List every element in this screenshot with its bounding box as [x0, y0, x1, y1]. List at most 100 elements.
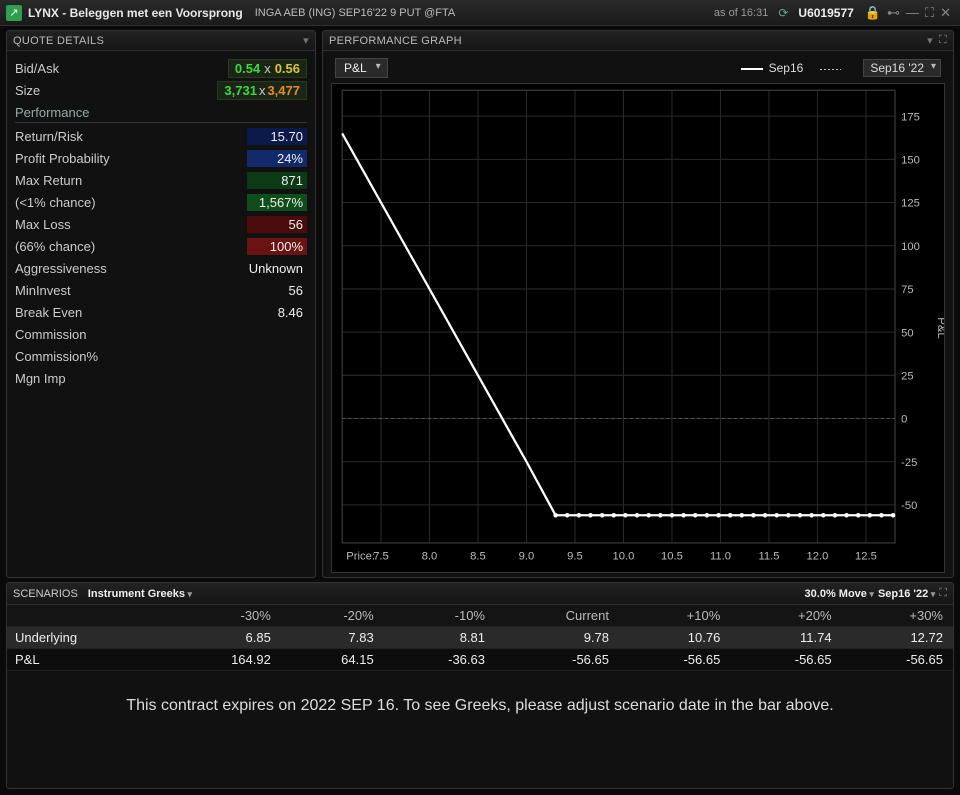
- perf-row-commission_pct: Commission%: [15, 345, 307, 367]
- perf-row-mgn: Mgn Imp: [15, 367, 307, 389]
- perf-row-return_risk: Return/Risk 15.70: [15, 125, 307, 147]
- perf-label: Commission: [15, 327, 125, 342]
- scenarios-date-dropdown[interactable]: Sep16 '22: [878, 588, 935, 600]
- perf-row-max_return_sub: (<1% chance) 1,567%: [15, 191, 307, 213]
- scenarios-col-header: [7, 605, 164, 627]
- performance-graph-header: PERFORMANCE GRAPH ▾ ⛶: [323, 31, 953, 51]
- cell-value: 6.85: [164, 627, 281, 649]
- cell-value: -56.65: [619, 649, 730, 671]
- cell-value: 164.92: [164, 649, 281, 671]
- cell-value: -56.65: [842, 649, 953, 671]
- svg-text:8.5: 8.5: [470, 550, 486, 562]
- cell-value: 11.74: [730, 627, 841, 649]
- perf-label: Return/Risk: [15, 129, 125, 144]
- panel-menu-icon[interactable]: ▾: [303, 34, 309, 47]
- quote-details-panel: QUOTE DETAILS ▾ Bid/Ask 0.54 x 0.56 Size…: [6, 30, 316, 578]
- svg-text:10.5: 10.5: [661, 550, 683, 562]
- size-bid: 3,731: [224, 83, 257, 98]
- row-label: Underlying: [7, 627, 164, 649]
- cell-value: 12.72: [842, 627, 953, 649]
- pnl-chart: 1751501251007550250-25-507.58.08.59.09.5…: [332, 84, 944, 572]
- svg-text:8.0: 8.0: [422, 550, 438, 562]
- refresh-icon[interactable]: ⟳: [778, 6, 788, 20]
- perf-row-aggr: AggressivenessUnknown: [15, 257, 307, 279]
- perf-label: Max Loss: [15, 217, 125, 232]
- svg-text:25: 25: [901, 370, 913, 382]
- perf-value: 1,567%: [247, 194, 307, 211]
- size-label: Size: [15, 83, 125, 98]
- cell-value: -56.65: [730, 649, 841, 671]
- perf-value: 871: [247, 172, 307, 189]
- ask-value: 0.56: [275, 61, 300, 76]
- bidask-sep: x: [262, 61, 273, 76]
- scenarios-col-header: -30%: [164, 605, 281, 627]
- svg-text:175: 175: [901, 111, 920, 123]
- scenarios-col-header: +10%: [619, 605, 730, 627]
- size-row: Size 3,731 x 3,477: [15, 79, 307, 101]
- perf-value: Unknown: [125, 261, 307, 276]
- cell-value: 7.83: [281, 627, 384, 649]
- svg-text:50: 50: [901, 327, 913, 339]
- perf-row-max_return: Max Return871: [15, 169, 307, 191]
- graph-controls: P&L Sep16 Sep16 '22: [331, 59, 945, 83]
- perf-row-profit_prob: Profit Probability 24%: [15, 147, 307, 169]
- svg-text:11.5: 11.5: [758, 550, 779, 562]
- bid-value: 0.54: [235, 61, 260, 76]
- legend-dotted: [819, 61, 847, 75]
- scenarios-table: -30%-20%-10%Current+10%+20%+30% Underlyi…: [7, 605, 953, 671]
- scenarios-mode-dropdown[interactable]: Instrument Greeks: [88, 588, 192, 600]
- maximize-icon[interactable]: ⛶: [925, 5, 934, 21]
- legend-date-dropdown[interactable]: Sep16 '22: [863, 59, 941, 77]
- size-ask: 3,477: [267, 83, 300, 98]
- perf-label: Profit Probability: [15, 151, 125, 166]
- cell-value: -36.63: [384, 649, 495, 671]
- graph-legend: Sep16 Sep16 '22: [741, 59, 941, 77]
- svg-text:125: 125: [901, 198, 920, 210]
- app-window: ↗ LYNX - Beleggen met een Voorsprong ING…: [0, 0, 960, 795]
- svg-text:Price:: Price:: [346, 550, 375, 562]
- cell-value: 9.78: [495, 627, 619, 649]
- scenarios-col-header: -10%: [384, 605, 495, 627]
- svg-text:9.5: 9.5: [567, 550, 583, 562]
- bidask-row: Bid/Ask 0.54 x 0.56: [15, 57, 307, 79]
- quote-details-body: Bid/Ask 0.54 x 0.56 Size 3,731 x 3,477: [7, 51, 315, 395]
- graph-metric-dropdown[interactable]: P&L: [335, 58, 388, 78]
- expand-icon[interactable]: ⛶: [939, 34, 947, 47]
- titlebar: ↗ LYNX - Beleggen met een Voorsprong ING…: [0, 0, 960, 26]
- cell-value: 8.81: [384, 627, 495, 649]
- scenarios-col-header: +30%: [842, 605, 953, 627]
- perf-value: 56: [247, 216, 307, 233]
- perf-value: 100%: [247, 238, 307, 255]
- perf-row-breakeven: Break Even8.46: [15, 301, 307, 323]
- svg-text:7.5: 7.5: [373, 550, 389, 562]
- scenarios-col-header: Current: [495, 605, 619, 627]
- expand-icon[interactable]: ⛶: [939, 587, 947, 600]
- perf-label: (<1% chance): [15, 195, 125, 210]
- quote-details-header: QUOTE DETAILS ▾: [7, 31, 315, 51]
- performance-graph-panel: PERFORMANCE GRAPH ▾ ⛶ P&L Sep16 Sep16 '2…: [322, 30, 954, 578]
- perf-row-mininvest: MinInvest56: [15, 279, 307, 301]
- quote-details-title: QUOTE DETAILS: [13, 35, 104, 47]
- minimize-icon[interactable]: —: [906, 5, 919, 20]
- main-row: QUOTE DETAILS ▾ Bid/Ask 0.54 x 0.56 Size…: [0, 26, 960, 580]
- svg-text:11.0: 11.0: [710, 550, 731, 562]
- perf-value: 15.70: [247, 128, 307, 145]
- cell-value: 64.15: [281, 649, 384, 671]
- lock-icon[interactable]: 🔒: [865, 5, 881, 21]
- svg-text:100: 100: [901, 241, 920, 253]
- svg-text:P&L: P&L: [935, 317, 944, 339]
- panel-menu-icon[interactable]: ▾: [927, 34, 933, 47]
- close-icon[interactable]: ✕: [940, 5, 951, 21]
- svg-text:12.5: 12.5: [855, 550, 877, 562]
- svg-text:75: 75: [901, 284, 913, 296]
- pin-icon[interactable]: ⊷: [887, 5, 900, 21]
- account-id[interactable]: U6019577: [798, 6, 853, 20]
- scenarios-header: SCENARIOS Instrument Greeks 30.0% Move S…: [7, 583, 953, 605]
- chart-area[interactable]: 1751501251007550250-25-507.58.08.59.09.5…: [331, 83, 945, 573]
- scenarios-move-dropdown[interactable]: 30.0% Move: [805, 588, 874, 600]
- scenarios-message: This contract expires on 2022 SEP 16. To…: [7, 671, 953, 741]
- cell-value: 10.76: [619, 627, 730, 649]
- perf-label: Break Even: [15, 305, 125, 320]
- perf-value: 24%: [247, 150, 307, 167]
- perf-label: Aggressiveness: [15, 261, 125, 276]
